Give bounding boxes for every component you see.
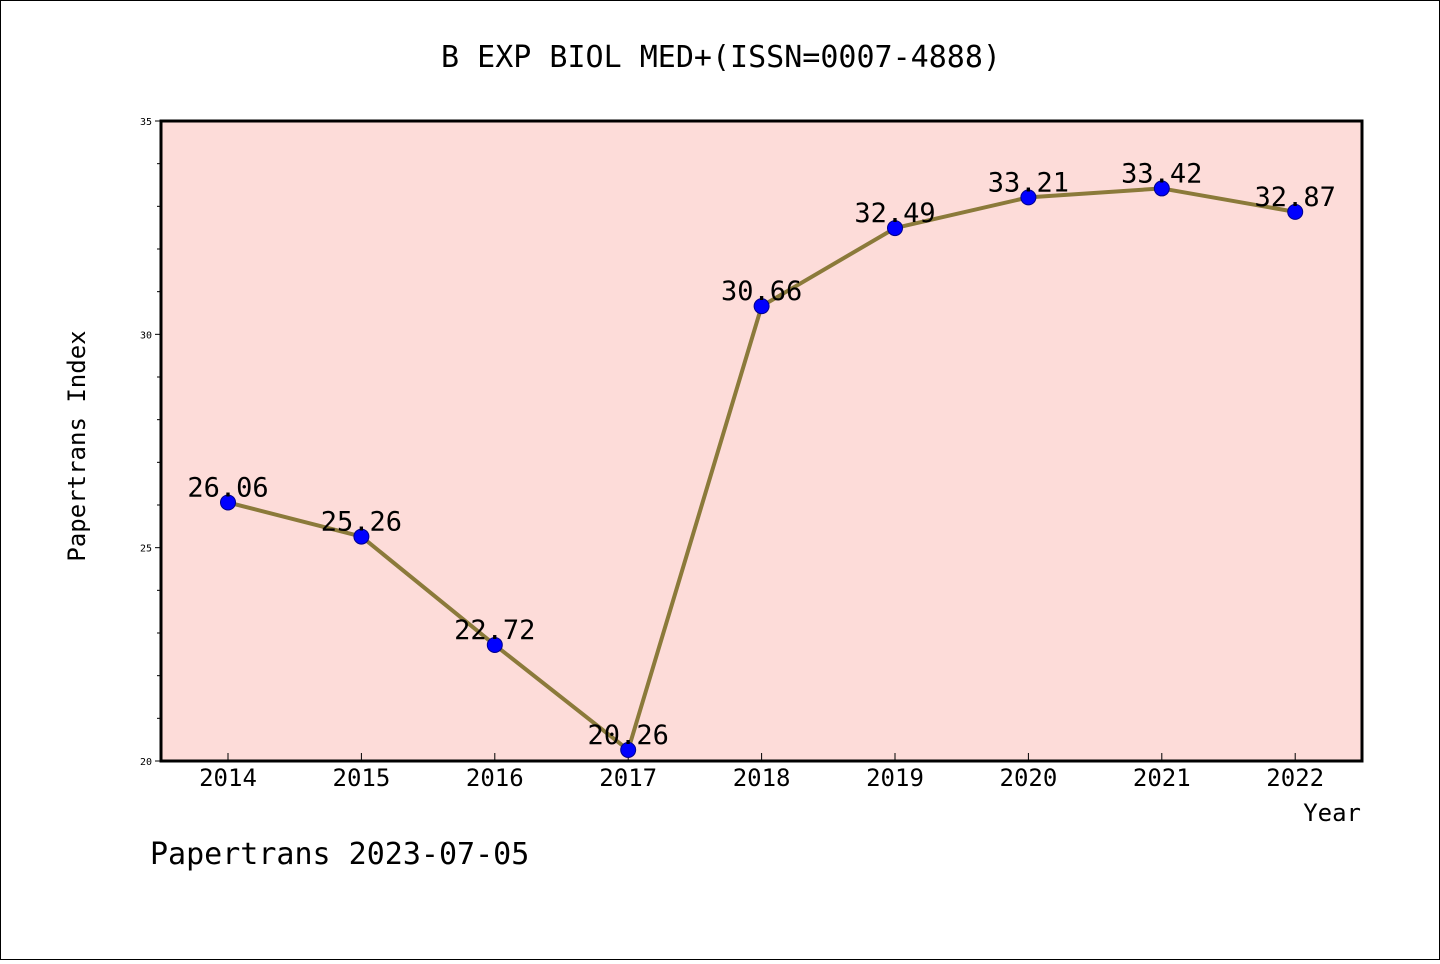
y-axis-ticks: 20 25 30 35 — [140, 117, 161, 768]
plot-area — [159, 119, 1364, 763]
y-tick-label: 20 — [140, 757, 152, 768]
x-tick-label: 2015 — [333, 764, 391, 792]
x-tick-label: 2014 — [199, 764, 257, 792]
data-label: 30.66 — [721, 276, 802, 307]
y-tick-label: 30 — [140, 330, 152, 341]
y-axis-label: Papertrans Index — [63, 330, 91, 561]
data-label: 33.21 — [988, 167, 1069, 198]
series-layer: 26.06 25.26 22.72 20.26 30.66 32.49 33.21 33.42… — [187, 158, 1336, 758]
y-tick-label: 35 — [140, 117, 152, 128]
footer-text: Papertrans 2023-07-05 — [150, 837, 529, 872]
data-point — [620, 741, 637, 758]
data-point — [1020, 189, 1037, 206]
x-tick-label: 2017 — [599, 764, 657, 792]
data-point — [353, 528, 370, 545]
data-label: 26.06 — [187, 472, 268, 503]
data-label: 25.26 — [321, 507, 402, 538]
x-tick-label: 2016 — [466, 764, 524, 792]
y-tick-label: 25 — [140, 544, 152, 555]
data-point — [887, 220, 903, 237]
x-tick-label: 2021 — [1133, 764, 1191, 792]
data-point — [753, 298, 770, 315]
data-point — [1287, 203, 1304, 220]
x-axis-ticks: 2014 2015 2016 2017 2018 2019 2020 2021 2022 — [199, 753, 1324, 792]
data-label: 32.49 — [854, 198, 935, 229]
data-point — [220, 494, 236, 511]
data-label: 22.72 — [454, 615, 535, 646]
data-label: 20.26 — [588, 720, 669, 751]
data-label: 33.42 — [1121, 158, 1202, 189]
x-tick-label: 2022 — [1266, 764, 1324, 792]
x-tick-label: 2019 — [866, 764, 924, 792]
data-label: 32.87 — [1255, 182, 1336, 213]
data-point — [1153, 180, 1170, 197]
x-axis-label: Year — [1303, 799, 1361, 827]
data-point — [486, 636, 503, 653]
chart-title: B EXP BIOL MED+(ISSN=0007-4888) — [441, 40, 1001, 75]
x-tick-label: 2018 — [733, 764, 791, 792]
x-tick-label: 2020 — [1000, 764, 1058, 792]
